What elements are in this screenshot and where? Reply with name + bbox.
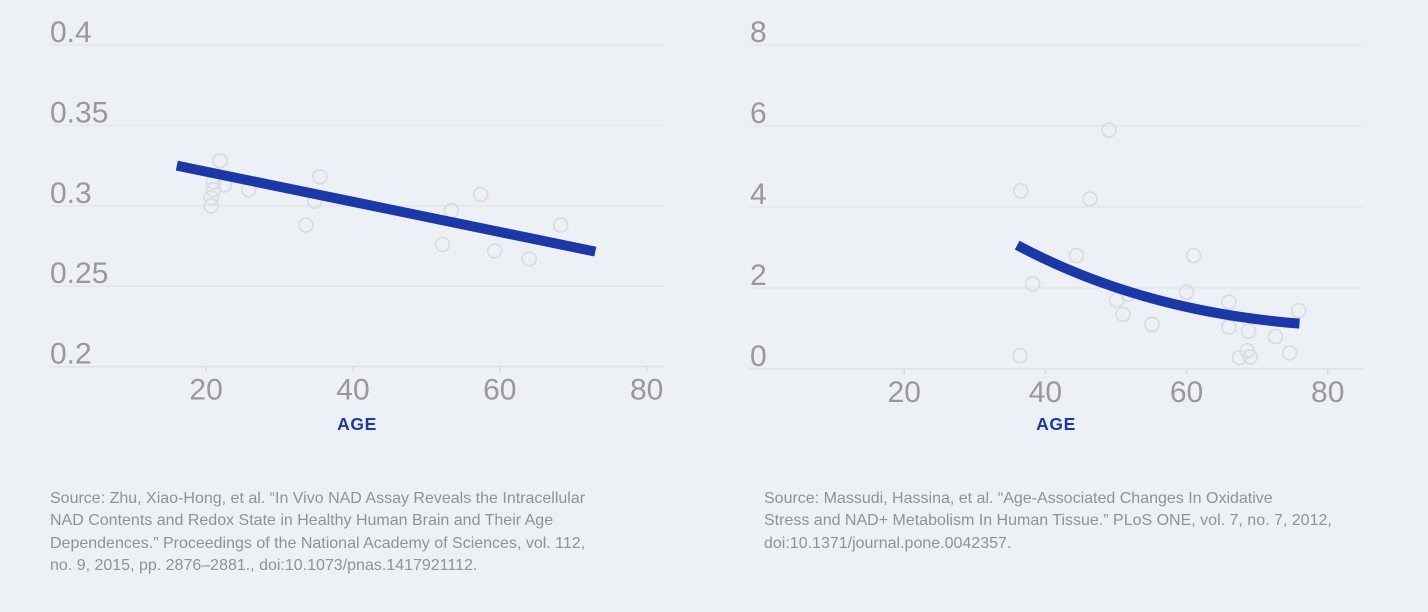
data-point <box>1144 316 1160 333</box>
x-tick-label: 20 <box>888 376 921 409</box>
data-point <box>1185 247 1202 264</box>
nad-brain-scatter-chart: 0.4 0.35 0.3 0.25 0.2 20 40 60 80 AGE <box>49 16 665 434</box>
source-line: no. 9, 2015, pp. 2876–2881., doi:10.1073… <box>50 557 478 575</box>
data-point <box>552 217 569 233</box>
data-point <box>434 236 451 253</box>
x-tick-label: 60 <box>483 374 516 407</box>
chart-panel-nad-brain: 0.4 0.35 0.3 0.25 0.2 20 40 60 80 AGE Source: Zhu… <box>49 16 665 578</box>
data-point <box>1231 349 1248 366</box>
trend-line <box>1014 240 1300 329</box>
data-point <box>1290 302 1307 319</box>
source-line: Stress and NAD+ Metabolism In Human Tiss… <box>764 512 1332 530</box>
data-point <box>1242 349 1258 365</box>
y-tick-label: 2 <box>750 259 767 292</box>
x-tick-label: 80 <box>630 374 663 407</box>
data-point <box>312 169 328 185</box>
data-point <box>203 189 220 206</box>
x-tick-label: 40 <box>1029 376 1062 409</box>
y-tick-label: 6 <box>750 97 767 130</box>
y-tick-label: 4 <box>750 178 767 211</box>
data-point <box>1068 247 1085 264</box>
source-line: Source: Massudi, Hassina, et al. “Age-As… <box>764 490 1273 507</box>
data-point <box>1221 319 1237 336</box>
data-point <box>472 186 489 203</box>
source-citation-tissue: Source: Massudi, Hassina, et al. “Age-As… <box>764 488 1332 555</box>
x-tick-label: 60 <box>1170 376 1203 409</box>
data-point <box>1115 306 1131 323</box>
data-point <box>1281 344 1298 361</box>
x-axis-label: AGE <box>1036 414 1076 434</box>
data-point <box>203 198 220 214</box>
data-point <box>1024 276 1041 292</box>
y-tick-label: 0.3 <box>50 177 92 210</box>
x-tick-label: 80 <box>1311 376 1344 409</box>
y-tick-label: 8 <box>750 16 767 49</box>
y-tick-label: 0 <box>750 340 767 373</box>
y-tick-label: 0.2 <box>50 338 92 371</box>
data-point <box>1240 323 1257 339</box>
source-line: NAD Contents and Redox State in Healthy … <box>50 512 554 530</box>
source-citation-brain: Source: Zhu, Xiao-Hong, et al. “In Vivo … <box>50 488 585 578</box>
data-point <box>1178 284 1195 300</box>
data-point <box>1012 183 1029 199</box>
y-tick-label: 0.25 <box>50 257 108 290</box>
chart-panel-nad-tissue: 8 6 4 2 0 20 40 60 80 AGE Source: Massudi, Hassin… <box>714 0 1428 612</box>
data-point <box>1101 122 1117 138</box>
source-line: Source: Zhu, Xiao-Hong, et al. “In Vivo … <box>50 490 586 507</box>
trend-line <box>175 160 597 257</box>
source-line: doi:10.1371/journal.pone.0042357. <box>764 534 1012 552</box>
data-point <box>521 251 537 267</box>
y-tick-label: 0.4 <box>50 16 92 49</box>
y-tick-label: 0.35 <box>50 96 108 129</box>
x-tick-label: 40 <box>336 374 369 407</box>
data-point <box>1082 191 1098 207</box>
data-point <box>486 243 503 259</box>
data-point <box>205 181 222 198</box>
x-tick-label: 20 <box>189 374 222 407</box>
x-axis-label: AGE <box>337 414 377 434</box>
data-point <box>1012 347 1028 364</box>
data-point <box>1267 328 1284 345</box>
data-point <box>298 217 314 233</box>
source-line: Dependences.” Proceedings of the Nationa… <box>50 534 586 552</box>
data-point <box>1221 294 1237 310</box>
data-point <box>212 152 228 169</box>
